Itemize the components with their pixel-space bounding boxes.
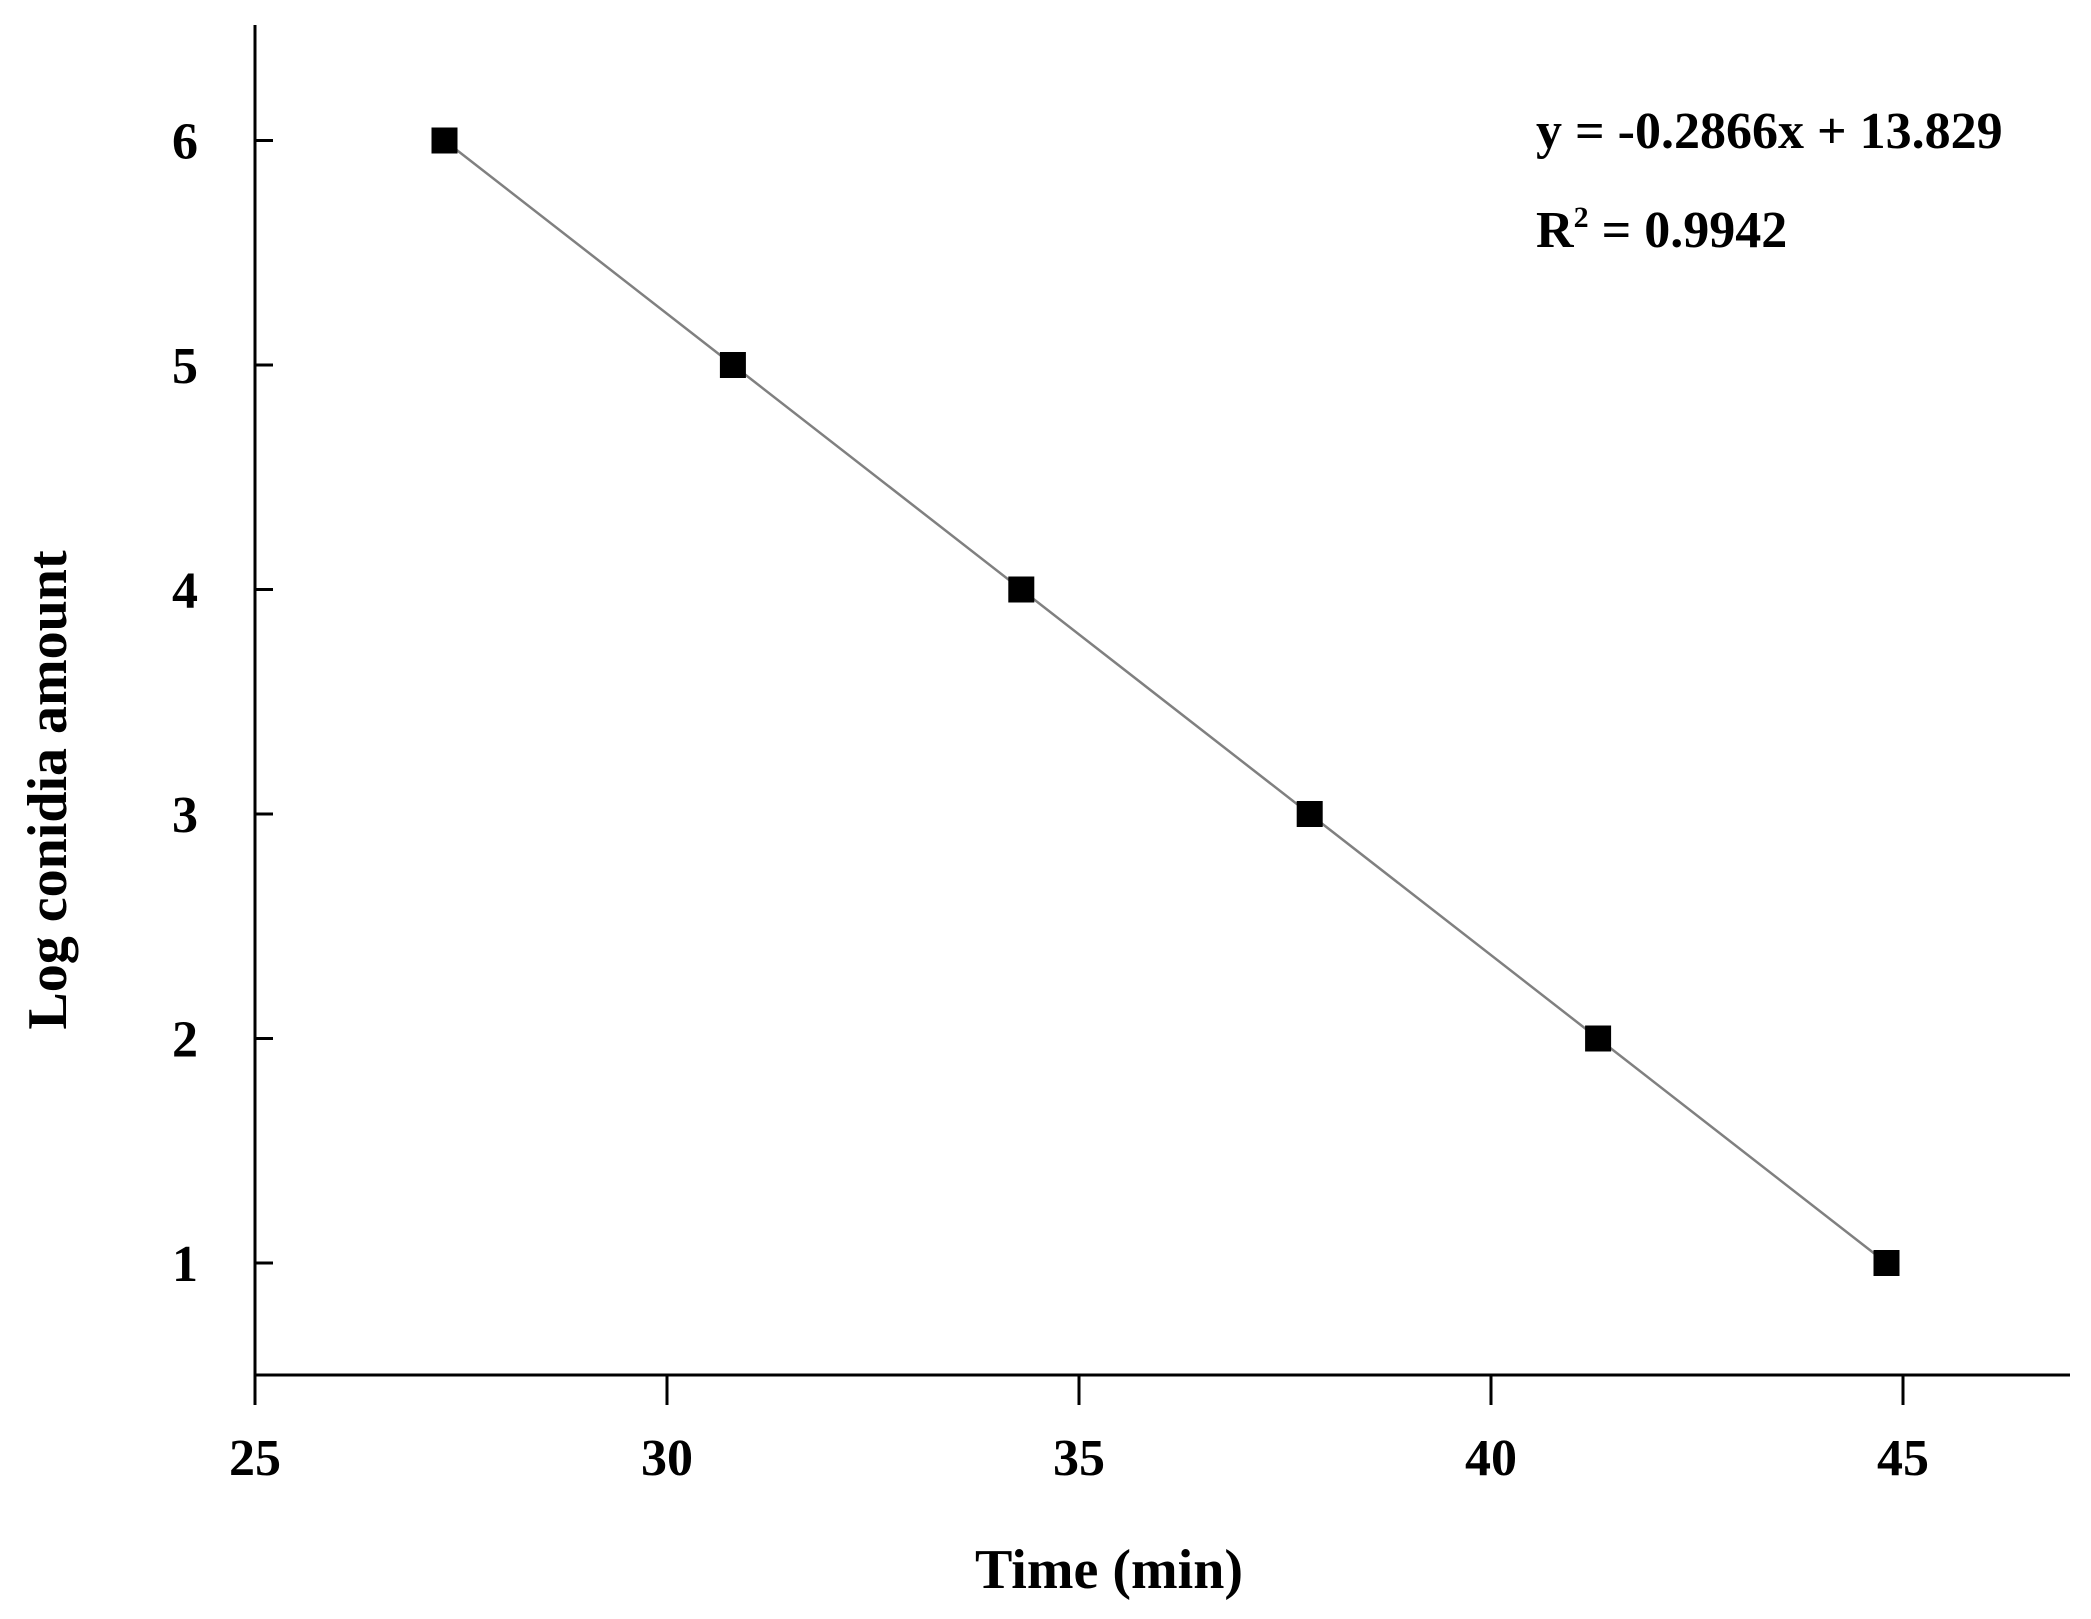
x-axis-title: Time (min) xyxy=(975,1539,1243,1601)
y-tick-label: 1 xyxy=(172,1236,198,1293)
data-point xyxy=(431,127,458,154)
r-squared-superscript: 2 xyxy=(1574,201,1589,234)
y-tick-label: 4 xyxy=(172,563,198,620)
y-tick-label: 2 xyxy=(172,1012,198,1069)
trend-line xyxy=(443,139,1888,1264)
x-tick-label: 25 xyxy=(229,1430,281,1487)
r-squared-prefix: R xyxy=(1536,202,1575,259)
data-point xyxy=(1873,1250,1900,1276)
data-point xyxy=(1585,1025,1612,1052)
data-marks xyxy=(431,127,1900,1276)
r-squared: R2 = 0.9942 xyxy=(1536,201,1787,259)
data-point xyxy=(1296,801,1323,827)
x-tick-label: 40 xyxy=(1465,1430,1517,1487)
trendline-equation: y = -0.2866x + 13.829 xyxy=(1536,103,2003,160)
y-tick-label: 5 xyxy=(172,338,198,395)
x-tick-label: 45 xyxy=(1877,1430,1929,1487)
data-point xyxy=(1008,576,1035,603)
r-squared-value: = 0.9942 xyxy=(1589,202,1788,259)
y-tick-label: 6 xyxy=(172,114,198,171)
x-tick-label: 30 xyxy=(641,1430,693,1487)
x-tick-label: 35 xyxy=(1053,1430,1105,1487)
y-tick-label: 3 xyxy=(172,787,198,844)
y-axis-title: Log conidia amount xyxy=(17,550,79,1030)
data-point xyxy=(719,352,746,378)
axes xyxy=(253,25,2070,1377)
